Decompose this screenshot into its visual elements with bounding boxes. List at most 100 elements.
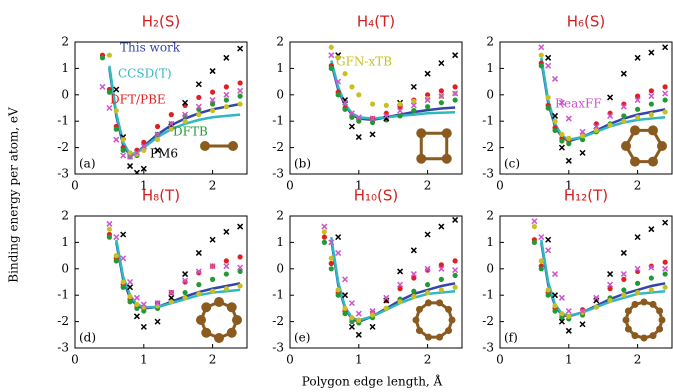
data-point	[621, 250, 626, 255]
data-point	[453, 53, 458, 58]
data-point	[566, 309, 571, 314]
series-line	[109, 68, 240, 155]
panel-title: H₄(T)	[357, 13, 395, 31]
data-point	[356, 92, 361, 97]
data-point	[649, 112, 654, 117]
data-point	[411, 248, 416, 253]
panel-label: (f)	[504, 331, 518, 345]
atom	[227, 302, 237, 312]
x-tick-label: 2	[424, 179, 432, 193]
atom	[659, 317, 666, 324]
axes-frame	[290, 216, 462, 348]
data-point	[546, 95, 551, 100]
atom	[425, 334, 432, 341]
data-point	[182, 295, 187, 300]
data-point	[580, 322, 585, 327]
data-point	[453, 84, 458, 89]
series-label: GFN-xTB	[336, 55, 392, 69]
y-tick-label: -1	[57, 288, 69, 302]
molecule-icon	[416, 128, 451, 163]
data-point	[453, 217, 458, 222]
data-point	[127, 299, 132, 304]
data-point	[635, 281, 640, 286]
data-point	[649, 50, 654, 55]
molecule-icon	[623, 299, 666, 342]
data-point	[566, 158, 571, 163]
data-point	[559, 295, 564, 300]
y-tick-label: 1	[276, 235, 284, 249]
data-point	[439, 287, 444, 292]
data-point	[370, 132, 375, 137]
data-point	[356, 311, 361, 316]
data-point	[621, 293, 626, 298]
atom	[650, 301, 657, 308]
panel: H₁₀(S)-3-2-1012012(e)	[272, 187, 462, 367]
data-point	[425, 104, 430, 109]
data-point	[649, 287, 654, 292]
data-point	[342, 306, 347, 311]
data-point	[539, 266, 544, 271]
data-point	[635, 115, 640, 120]
y-tick-label: 1	[61, 235, 69, 249]
data-point	[322, 235, 327, 240]
y-tick-label: -2	[57, 140, 69, 154]
atom	[442, 128, 452, 138]
x-tick-label: 2	[209, 353, 217, 367]
data-point	[566, 116, 571, 121]
data-point	[114, 137, 119, 142]
panel-title: H₁₀(S)	[354, 187, 399, 205]
atom	[227, 328, 237, 338]
x-tick-label: 0	[71, 179, 79, 193]
data-point	[210, 108, 215, 113]
data-point	[425, 290, 430, 295]
x-tick-label: 0	[286, 353, 294, 367]
data-point	[121, 137, 126, 142]
data-point	[196, 82, 201, 87]
axes-frame	[500, 216, 672, 348]
y-tick-label: -2	[272, 314, 284, 328]
atom	[436, 299, 443, 306]
atom	[436, 334, 443, 341]
y-tick-label: -2	[482, 140, 494, 154]
data-point	[663, 271, 668, 276]
data-point	[121, 232, 126, 237]
series-line	[331, 240, 455, 322]
data-point	[663, 260, 668, 265]
data-point	[356, 135, 361, 140]
data-point	[411, 294, 416, 299]
data-point	[663, 97, 668, 102]
data-point	[329, 261, 334, 266]
data-point	[356, 332, 361, 337]
atom	[648, 157, 658, 167]
atom	[625, 308, 632, 315]
data-point	[621, 287, 626, 292]
atom	[648, 125, 658, 135]
atom	[656, 326, 663, 333]
axes-frame	[75, 216, 247, 348]
data-point	[336, 293, 341, 298]
panel-label: (b)	[294, 157, 311, 171]
data-point	[439, 100, 444, 105]
y-tick-label: -3	[272, 167, 284, 181]
atom	[200, 141, 210, 151]
data-point	[342, 107, 347, 112]
data-point	[559, 138, 564, 143]
series-label: ReaxFF	[555, 97, 602, 111]
data-point	[546, 105, 551, 110]
data-point	[349, 301, 354, 306]
data-point	[224, 258, 229, 263]
data-point	[546, 287, 551, 292]
data-point	[169, 112, 174, 117]
data-point	[649, 227, 654, 232]
atom	[641, 335, 648, 342]
data-point	[329, 53, 334, 58]
data-point	[329, 66, 334, 71]
y-tick-label: 1	[486, 235, 494, 249]
atom	[214, 333, 224, 343]
x-tick-label: 2	[424, 353, 432, 367]
data-point	[114, 253, 119, 258]
data-point	[121, 148, 126, 153]
data-point	[425, 282, 430, 287]
data-point	[539, 45, 544, 50]
